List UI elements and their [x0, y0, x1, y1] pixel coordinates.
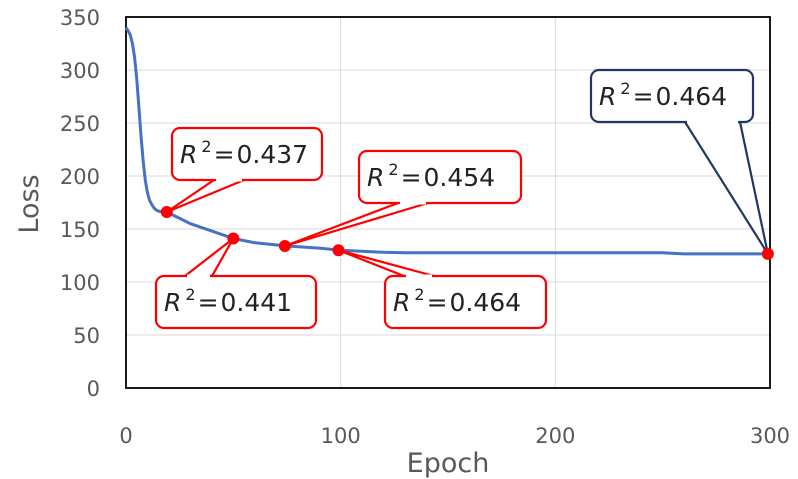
callout-label: R 2=0.464 [599, 79, 727, 111]
y-tick-label: 50 [73, 324, 100, 348]
callout-equals: = [633, 82, 654, 111]
callout-label: R 2=0.464 [393, 285, 521, 317]
callout-exponent: 2 [388, 160, 398, 179]
callout-equals: = [427, 288, 448, 317]
callout-box [383, 274, 548, 330]
callout-value: 0.437 [237, 140, 309, 169]
x-tick-label: 300 [750, 424, 790, 448]
callout-equals: = [214, 140, 235, 169]
x-tick-label: 0 [119, 424, 132, 448]
callout-label: R 2=0.454 [367, 160, 495, 192]
y-tick-label: 350 [60, 6, 100, 30]
callout-label: R 2=0.437 [180, 137, 308, 169]
callout-value: 0.454 [424, 163, 496, 192]
x-tick-label: 100 [321, 424, 361, 448]
y-axis-title: Loss [14, 174, 45, 233]
callout-equals: = [198, 288, 219, 317]
callout-1: R 2=0.441 [154, 237, 318, 330]
tick-labels: 0 50 100 150 200 250 300 350 0 100 200 300 [60, 6, 790, 448]
callout-exponent: 2 [185, 285, 195, 304]
callout-var: R [393, 288, 410, 317]
highlight-point [278, 239, 291, 252]
callout-value: 0.441 [221, 288, 293, 317]
callout-exponent: 2 [620, 79, 630, 98]
y-tick-label: 300 [60, 59, 100, 83]
callout-var: R [367, 163, 384, 192]
x-axis-title: Epoch [407, 448, 490, 479]
plot-border [125, 16, 771, 389]
highlight-point [332, 244, 345, 257]
callout-equals: = [401, 163, 422, 192]
callout-0: R 2=0.437 [166, 126, 324, 214]
callout-var: R [180, 140, 197, 169]
highlight-point [160, 206, 173, 219]
highlight-points [160, 206, 774, 260]
highlight-point [761, 247, 774, 260]
callout-2: R 2=0.454 [284, 149, 523, 248]
callout-box [170, 126, 324, 182]
plot-area-border [125, 16, 771, 389]
callout-box [357, 149, 523, 205]
callout-3: R 2=0.464 [338, 249, 548, 330]
y-tick-label: 100 [60, 271, 100, 295]
callout-exponent: 2 [201, 137, 211, 156]
callout-box [154, 274, 318, 330]
y-tick-label: 0 [87, 377, 100, 401]
callout-4: R 2=0.464 [589, 68, 769, 255]
callout-value: 0.464 [450, 288, 522, 317]
callout-value: 0.464 [656, 82, 728, 111]
callout-box [589, 68, 755, 124]
x-tick-label: 200 [535, 424, 575, 448]
y-tick-label: 200 [60, 165, 100, 189]
highlight-point [227, 232, 240, 245]
y-tick-label: 250 [60, 112, 100, 136]
callout-label: R 2=0.441 [164, 285, 292, 317]
callout-exponent: 2 [414, 285, 424, 304]
y-tick-label: 150 [60, 218, 100, 242]
callout-var: R [599, 82, 616, 111]
callout-var: R [164, 288, 181, 317]
